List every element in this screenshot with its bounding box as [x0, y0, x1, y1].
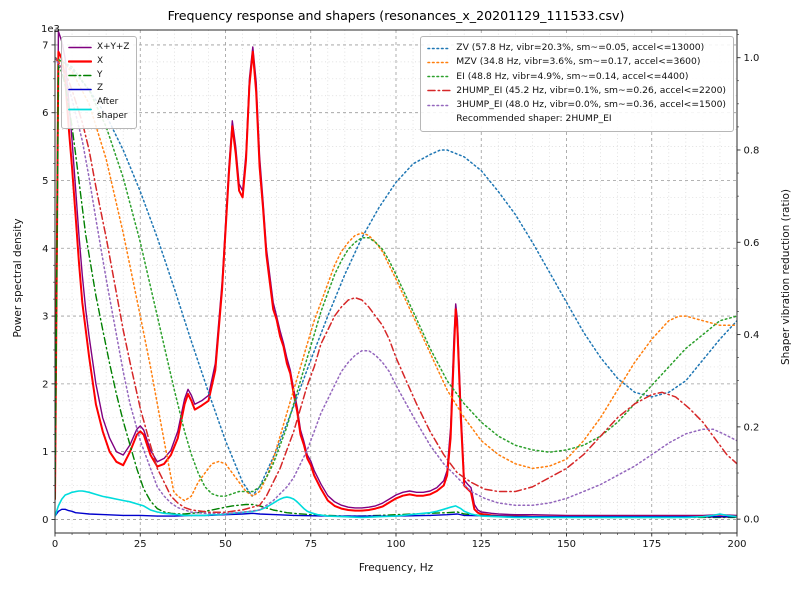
y-left-tick-label: 1: [42, 447, 48, 458]
x-axis-label: Frequency, Hz: [358, 562, 434, 574]
legend-item-label: After shaper: [97, 97, 128, 121]
shaper-legend-items: ZV (57.8 Hz, vibr=20.3%, sm~=0.05, accel…: [427, 41, 726, 112]
legend-item: X+Y+Z: [68, 41, 129, 55]
y-left-tick-label: 0: [42, 515, 48, 526]
x-tick-label: 0: [52, 539, 58, 550]
legend-item-label: X: [97, 55, 104, 66]
legend-line-sample: [427, 75, 452, 78]
x-tick-label: 25: [134, 539, 147, 550]
x-tick-label: 50: [219, 539, 232, 550]
legend-item: 2HUMP_EI (45.2 Hz, vibr=0.1%, sm~=0.26, …: [427, 84, 726, 98]
legend-line-sample: [68, 74, 92, 77]
series-2hump_ei: [55, 56, 737, 513]
x-tick-label: 100: [386, 539, 405, 550]
tick-labels: 0 25 50 75 100 125 150 175 200 0 1 2 3 4 5 6 7 0.0 0.2 0.4 0…: [42, 40, 759, 550]
legend-line-sample: [427, 90, 452, 92]
x-tick-label: 150: [557, 539, 576, 550]
legend-item-label: Z: [97, 83, 104, 94]
series-mzv: [55, 56, 737, 502]
recommended-shaper-note: Recommended shaper: 2HUMP_EI: [456, 113, 612, 125]
legend-item-label: MZV (34.8 Hz, vibr=3.6%, sm~=0.17, accel…: [456, 56, 701, 68]
y-left-tick-label: 7: [42, 40, 48, 51]
legend-item: 3HUMP_EI (48.0 Hz, vibr=0.0%, sm~=0.36, …: [427, 98, 726, 112]
legend-item: After shaper: [68, 96, 129, 124]
legend-item: ZV (57.8 Hz, vibr=20.3%, sm~=0.05, accel…: [427, 41, 726, 55]
legend-item-label: X+Y+Z: [97, 42, 130, 52]
y-right-tick-label: 0.8: [744, 145, 760, 156]
major-ticks: [51, 44, 741, 537]
minor-ticks: [53, 34, 739, 535]
y-right-tick-label: 1.0: [744, 53, 760, 64]
y-axis-label-left: Power spectral density: [12, 218, 24, 338]
legend-line-sample: [427, 61, 452, 64]
shaper-legend: ZV (57.8 Hz, vibr=20.3%, sm~=0.05, accel…: [420, 36, 734, 132]
legend-item: EI (48.8 Hz, vibr=4.9%, sm~=0.14, accel<…: [427, 70, 726, 84]
legend-item: MZV (34.8 Hz, vibr=3.6%, sm~=0.17, accel…: [427, 55, 726, 69]
legend-item: Y: [68, 69, 129, 83]
chart-title: Frequency response and shapers (resonanc…: [167, 8, 625, 23]
y-axis-offset-label: 1e3: [41, 24, 60, 35]
y-axis-label-right: Shaper vibration reduction (ratio): [780, 188, 792, 366]
y-left-tick-label: 2: [42, 379, 48, 390]
y-right-tick-label: 0.2: [744, 422, 760, 433]
legend-item-label: 2HUMP_EI (45.2 Hz, vibr=0.1%, sm~=0.26, …: [456, 84, 726, 96]
x-tick-label: 175: [642, 539, 661, 550]
legend-line-sample: [68, 47, 92, 49]
x-tick-label: 125: [472, 539, 491, 550]
y-left-tick-label: 4: [42, 244, 48, 255]
legend-line-sample: [68, 88, 92, 91]
series-x: [55, 50, 737, 518]
legend-line-sample: [427, 104, 452, 106]
series-after-shaper: [55, 490, 737, 519]
y-left-tick-label: 5: [42, 176, 48, 187]
y-right-tick-label: 0.4: [744, 330, 760, 341]
legend-item-label: EI (48.8 Hz, vibr=4.9%, sm~=0.14, accel<…: [456, 70, 689, 82]
y-left-tick-label: 6: [42, 108, 48, 119]
legend-line-sample: [427, 47, 452, 49]
y-left-tick-label: 3: [42, 312, 48, 323]
series-ei: [55, 56, 737, 497]
legend-item-label: ZV (57.8 Hz, vibr=20.3%, sm~=0.05, accel…: [456, 42, 705, 53]
measurement-legend-items: X+Y+Z X Y Z After shaper: [68, 41, 129, 124]
series-group: [55, 30, 737, 519]
y-right-tick-label: 0.0: [744, 515, 760, 526]
legend-item: X: [68, 55, 129, 69]
x-tick-label: 200: [727, 539, 746, 550]
legend-item-label: Y: [97, 69, 103, 80]
series-zv: [55, 56, 737, 497]
series-y: [55, 64, 737, 519]
y-right-tick-label: 0.6: [744, 238, 760, 249]
legend-line-sample: [68, 60, 92, 63]
x-tick-label: 75: [304, 539, 317, 550]
legend-item-label: 3HUMP_EI (48.0 Hz, vibr=0.0%, sm~=0.36, …: [456, 99, 726, 110]
legend-line-sample: [68, 109, 92, 111]
measurement-legend: X+Y+Z X Y Z After shaper: [61, 36, 138, 129]
legend-item: Z: [68, 82, 129, 96]
